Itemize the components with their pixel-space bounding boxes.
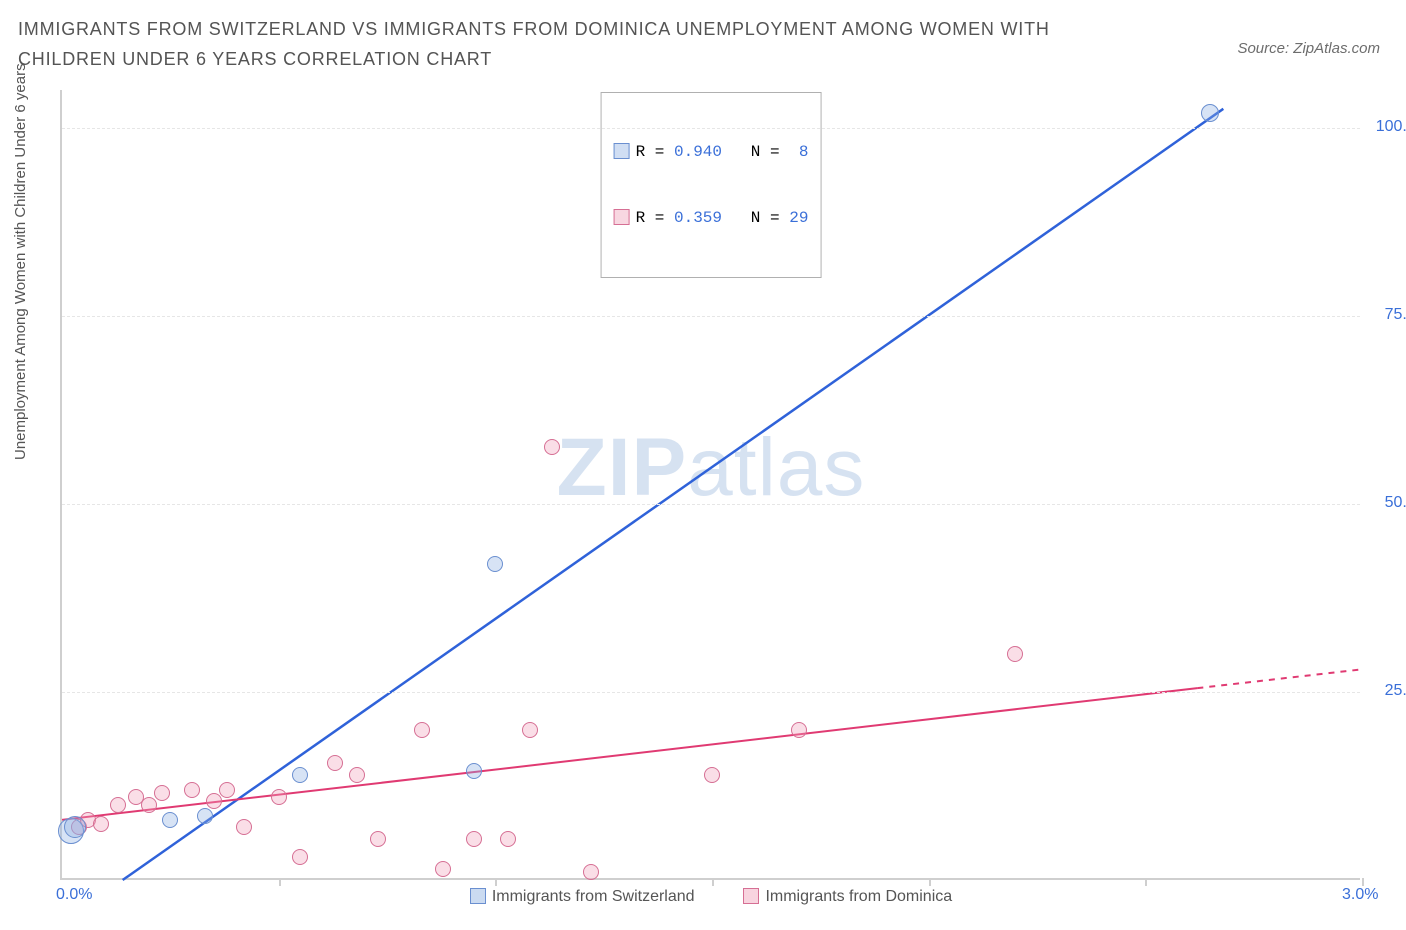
swatch-switzerland (614, 143, 630, 159)
swatch-dominica (614, 209, 630, 225)
y-axis-label: Unemployment Among Women with Children U… (12, 63, 29, 460)
data-point-dominica (544, 439, 560, 455)
data-point-dominica (327, 755, 343, 771)
data-point-switzerland (162, 812, 178, 828)
gridline (62, 692, 1360, 693)
x-tick (279, 878, 281, 886)
n-value-switzerland: 8 (799, 143, 809, 161)
y-tick-label: 100.0% (1370, 118, 1406, 136)
data-point-dominica (500, 831, 516, 847)
data-point-dominica (110, 797, 126, 813)
gridline (62, 316, 1360, 317)
x-tick-label: 0.0% (56, 886, 92, 904)
r-value-switzerland: 0.940 (674, 143, 722, 161)
data-point-dominica (236, 819, 252, 835)
x-tick (712, 878, 714, 886)
data-point-switzerland (292, 767, 308, 783)
gridline (62, 504, 1360, 505)
n-value-dominica: 29 (789, 209, 808, 227)
gridline (62, 128, 1360, 129)
data-point-dominica (466, 831, 482, 847)
data-point-dominica (370, 831, 386, 847)
legend-row-switzerland: R = 0.940 N = 8 (614, 141, 809, 163)
data-point-switzerland (487, 556, 503, 572)
watermark-thin: atlas (687, 422, 865, 513)
data-point-dominica (271, 789, 287, 805)
data-point-dominica (414, 722, 430, 738)
source-attribution: Source: ZipAtlas.com (1237, 40, 1380, 57)
watermark-bold: ZIP (557, 422, 688, 513)
r-value-dominica: 0.359 (674, 209, 722, 227)
legend-swatch-switzerland (470, 888, 486, 904)
data-point-dominica (292, 849, 308, 865)
y-tick-label: 25.0% (1370, 682, 1406, 700)
data-point-dominica (184, 782, 200, 798)
data-point-dominica (522, 722, 538, 738)
data-point-dominica (435, 861, 451, 877)
watermark: ZIPatlas (557, 421, 866, 515)
data-point-switzerland (1201, 104, 1219, 122)
x-tick (929, 878, 931, 886)
data-point-dominica (704, 767, 720, 783)
chart-title: IMMIGRANTS FROM SWITZERLAND VS IMMIGRANT… (18, 14, 1068, 74)
scatter-plot-area: ZIPatlas R = 0.940 N = 8 R = 0.359 N = 2… (60, 90, 1360, 880)
data-point-dominica (93, 816, 109, 832)
data-point-dominica (1007, 646, 1023, 662)
data-point-dominica (141, 797, 157, 813)
data-point-dominica (583, 864, 599, 880)
trend-line (1197, 669, 1362, 688)
data-point-switzerland (197, 808, 213, 824)
data-point-dominica (349, 767, 365, 783)
x-tick (1362, 878, 1364, 886)
x-tick (495, 878, 497, 886)
data-point-switzerland (466, 763, 482, 779)
data-point-dominica (154, 785, 170, 801)
data-point-dominica (206, 793, 222, 809)
x-tick-label: 3.0% (1342, 886, 1378, 904)
series-legend: Immigrants from Switzerland Immigrants f… (62, 888, 1360, 906)
y-tick-label: 75.0% (1370, 306, 1406, 324)
data-point-switzerland (64, 816, 86, 838)
data-point-dominica (219, 782, 235, 798)
x-tick (1145, 878, 1147, 886)
legend-label-switzerland: Immigrants from Switzerland (492, 888, 695, 905)
legend-label-dominica: Immigrants from Dominica (765, 888, 952, 905)
correlation-legend: R = 0.940 N = 8 R = 0.359 N = 29 (601, 92, 822, 278)
y-tick-label: 50.0% (1370, 494, 1406, 512)
legend-swatch-dominica (743, 888, 759, 904)
trend-line (62, 688, 1197, 820)
data-point-dominica (791, 722, 807, 738)
legend-row-dominica: R = 0.359 N = 29 (614, 207, 809, 229)
